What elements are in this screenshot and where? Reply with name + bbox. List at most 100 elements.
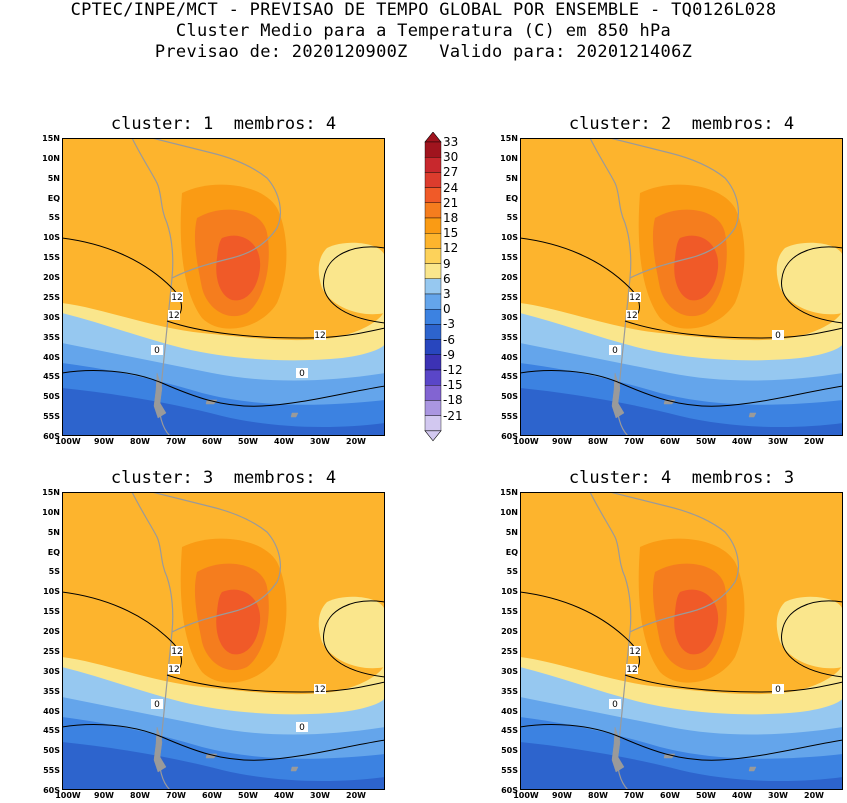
latitude-label: 40S [501,352,518,362]
latitude-label: 15S [501,253,518,263]
colorbar-segment [424,263,442,280]
latitude-label: 50S [43,392,60,402]
map-frame [520,138,843,436]
latitude-label: 5S [506,567,518,577]
island [663,753,676,759]
contour-label: 12 [626,665,637,675]
contour-label-bg [168,664,180,674]
colorbar-segment [424,293,442,310]
colorbar-segment [424,248,442,264]
colorbar-label: -15 [443,378,463,393]
colorbar-label: 3 [443,287,451,301]
colorbar-label: 33 [443,135,459,149]
latitude-label: 30S [43,312,60,322]
colorbar-segment [424,141,442,158]
longitude-label: 30W [310,437,330,446]
latitude-label: 55S [501,766,518,776]
contour-label: 0 [299,369,305,379]
latitude-label: 10S [501,587,518,597]
panel-title-cluster-2: cluster: 2 membros: 4 [568,114,795,134]
longitude-label: 40W [732,437,752,446]
colorbar-label: 27 [443,165,459,180]
map-frame [62,492,385,790]
latitude-label: 30S [501,312,518,322]
latitude-label: EQ [505,547,518,557]
colorbar-label: 18 [443,211,459,225]
latitude-label: 55S [43,766,60,776]
contour-label-bg [772,684,784,694]
longitude-label: 80W [130,791,150,800]
island [205,753,218,759]
longitude-label: 20W [804,437,824,446]
latitude-label: 5N [47,527,60,537]
temperature-band [776,596,843,669]
latitude-label: 10N [500,153,518,163]
island [290,766,299,772]
latitude-label: 10S [43,587,60,597]
contour-line [62,370,385,407]
colorbar-segment [424,157,442,173]
contour-label: 12 [626,311,637,321]
latitude-label: 35S [43,332,60,342]
contour-label: 12 [629,647,640,657]
latitude-label: 15S [43,607,60,617]
contour-label: 12 [168,311,179,321]
colorbar-segment [424,308,442,325]
map-frame [520,492,843,790]
longitude-label: 80W [588,791,608,800]
colorbar-label: 21 [443,195,459,210]
longitude-label: 60W [202,437,222,446]
longitude-label: 50W [238,791,258,800]
map-frame [62,138,385,436]
contour-label: 0 [775,331,781,341]
latitude-label: 20S [43,627,60,637]
longitude-label: 60W [202,791,222,800]
colorbar-segment [424,339,442,356]
latitude-label: 60S [43,432,60,441]
latitude-label: 30S [43,666,60,676]
contour-label-bg [151,699,163,709]
contour-line [520,591,640,673]
latitude-label: EQ [47,547,60,557]
contour-line [624,674,843,693]
island [290,412,299,418]
colorbar-label: 9 [443,256,451,271]
contour-line [62,591,182,673]
latitude-label: 20S [43,273,60,283]
colorbar-segment [424,278,442,295]
latitude-label: 10N [500,507,518,517]
temperature-band [520,742,843,790]
colorbar-segment [424,232,442,249]
contour-label: 12 [314,685,325,695]
contour-line [781,600,843,678]
contour-label-bg [171,292,183,302]
latitude-label: 15N [42,134,60,143]
colorbar-segment [424,202,442,219]
contour-label-bg [296,368,308,378]
latitude-label: EQ [47,193,60,203]
colorbar-segment [424,400,442,416]
colorbar-label: 12 [443,241,459,256]
contour-label-bg [151,345,163,355]
island [153,372,167,419]
island [748,766,757,772]
island [611,372,625,419]
contour-label-bg [296,722,308,732]
latitude-label: 15N [500,488,518,497]
contour-line [62,237,182,319]
longitude-label: 40W [274,437,294,446]
latitude-label: 45S [501,372,518,382]
latitude-label: 25S [501,646,518,656]
colorbar-top-arrow [424,132,442,143]
temperature-band [318,596,385,669]
contour-line [781,246,843,324]
contour-label: 12 [171,647,182,657]
latitude-label: 45S [43,372,60,382]
map-panel-cluster-1: 12 12 12 0 0 [62,138,385,436]
latitude-label: 55S [501,412,518,422]
longitude-label: 70W [624,791,644,800]
latitude-label: 25S [501,292,518,302]
latitude-label: 40S [501,706,518,716]
contour-label-bg [314,330,326,340]
contour-label-bg [626,310,638,320]
